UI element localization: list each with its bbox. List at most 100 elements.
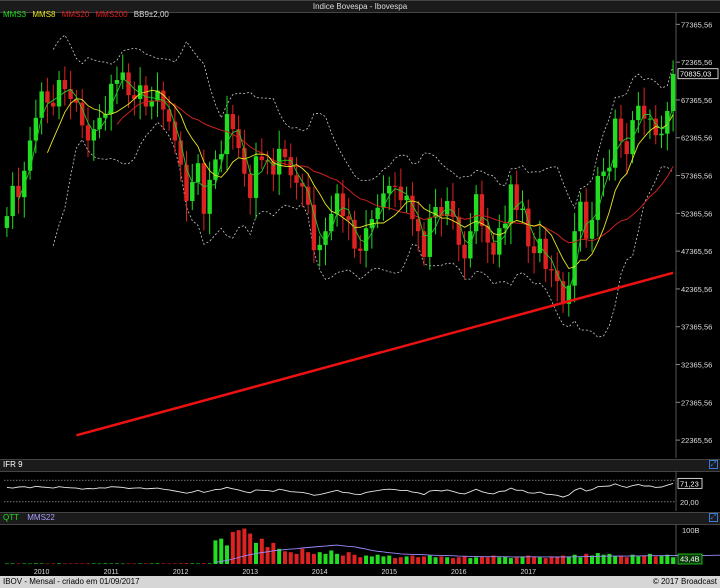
price-axis-label: 77365,56: [681, 20, 712, 29]
volume-bar: [630, 554, 635, 564]
candle: [607, 167, 612, 172]
candle: [439, 207, 444, 217]
ifr-chart[interactable]: 71,23 20,00: [0, 459, 720, 511]
candle: [589, 219, 595, 239]
footer-copyright: © 2017 Broadcast: [652, 577, 717, 586]
volume-bar: [167, 563, 172, 565]
price-axis-label: 22365,56: [681, 436, 712, 445]
candle: [190, 182, 195, 201]
volume-bar: [532, 556, 537, 564]
price-axis-label: 57365,56: [681, 172, 712, 181]
volume-bar: [103, 563, 108, 564]
volume-bar: [526, 555, 531, 564]
volume-bar: [584, 553, 589, 564]
volume-chart[interactable]: 100B 43,4B 2010 2011 2012 2013 2014 2015 2016 201…: [0, 512, 720, 576]
candle: [62, 80, 68, 90]
candle: [392, 185, 398, 187]
volume-bar: [22, 563, 27, 564]
candle: [201, 163, 207, 214]
candle: [427, 217, 432, 257]
volume-bar: [671, 557, 676, 564]
volume-bar: [277, 548, 282, 564]
mms8-line: [46, 89, 674, 270]
ifr-line: [6, 482, 674, 498]
legend-bollinger: BB9±2,00: [133, 10, 169, 19]
candle: [85, 125, 91, 141]
candle: [219, 154, 224, 160]
candle: [305, 186, 311, 205]
volume-label: QTT: [3, 513, 19, 522]
candle: [149, 100, 154, 107]
candle: [329, 213, 334, 232]
ifr-header: [0, 459, 720, 472]
candle: [143, 85, 149, 107]
candle: [491, 242, 496, 255]
volume-bar: [613, 556, 618, 564]
candle: [4, 216, 10, 228]
volume-bar: [590, 555, 594, 564]
price-legend: MMS3 MMS8 MMS20 MMS200 BB9±2,00: [3, 10, 173, 19]
candle: [398, 186, 404, 201]
candle: [91, 129, 96, 141]
ifr-value-box: [677, 477, 703, 489]
volume-bar: [149, 563, 154, 564]
candle: [103, 114, 108, 118]
volume-bar: [422, 556, 426, 564]
volume-bar: [450, 558, 455, 564]
candle: [555, 270, 560, 282]
volume-bar: [497, 557, 502, 564]
volume-bar: [624, 557, 629, 564]
candle: [97, 117, 102, 130]
candle: [132, 95, 137, 99]
candle: [647, 118, 653, 120]
volume-bar: [445, 557, 450, 564]
volume-bar: [86, 563, 90, 564]
candle: [375, 207, 380, 220]
price-axis-label: 62365,56: [681, 134, 712, 143]
volume-bar: [62, 563, 67, 565]
candle: [334, 193, 340, 214]
x-axis-label: 2013: [242, 569, 258, 576]
volume-bar: [190, 563, 195, 564]
candle: [410, 195, 415, 220]
candle: [670, 73, 676, 112]
volume-bar: [601, 554, 606, 564]
status-bar: IBOV - Mensal - criado em 01/09/2017 © 2…: [0, 576, 720, 588]
ifr-expand-icon[interactable]: ⤢: [709, 460, 718, 469]
volume-bar: [566, 556, 571, 564]
volume-bar: [398, 557, 403, 564]
volume-bar: [387, 555, 392, 564]
candle: [450, 200, 456, 217]
candle: [346, 216, 351, 220]
candle: [224, 114, 230, 155]
volume-bar: [618, 555, 623, 564]
candle: [323, 231, 328, 245]
candle: [120, 72, 125, 81]
candle: [578, 201, 583, 232]
candle: [502, 223, 508, 229]
volume-legend: QTT MMS22: [3, 513, 55, 522]
candle: [485, 225, 490, 243]
volume-bar: [161, 563, 166, 564]
volume-bar: [236, 530, 241, 564]
price-chart[interactable]: 77365,56 72365,56 67365,56 62365,56 57365,56…: [0, 0, 720, 458]
volume-bar: [474, 557, 479, 564]
candle: [595, 176, 600, 220]
volume-bar: [491, 555, 496, 564]
candle: [641, 105, 647, 119]
candle: [520, 208, 525, 211]
candle: [230, 114, 236, 130]
candle: [10, 185, 15, 217]
volume-bar: [184, 563, 189, 564]
candle: [624, 141, 629, 155]
candle: [300, 182, 305, 187]
price-axis-label: 32365,56: [681, 361, 712, 370]
volume-bar: [172, 563, 177, 564]
volume-bar: [248, 533, 253, 564]
x-axis-label: 2016: [451, 569, 467, 576]
volume-bar: [364, 555, 369, 564]
volume-bar: [288, 552, 293, 564]
chart-title-bar: Indice Bovespa - Ibovespa: [0, 0, 720, 13]
volume-bar: [265, 547, 270, 564]
volume-expand-icon[interactable]: ⤢: [709, 513, 718, 522]
